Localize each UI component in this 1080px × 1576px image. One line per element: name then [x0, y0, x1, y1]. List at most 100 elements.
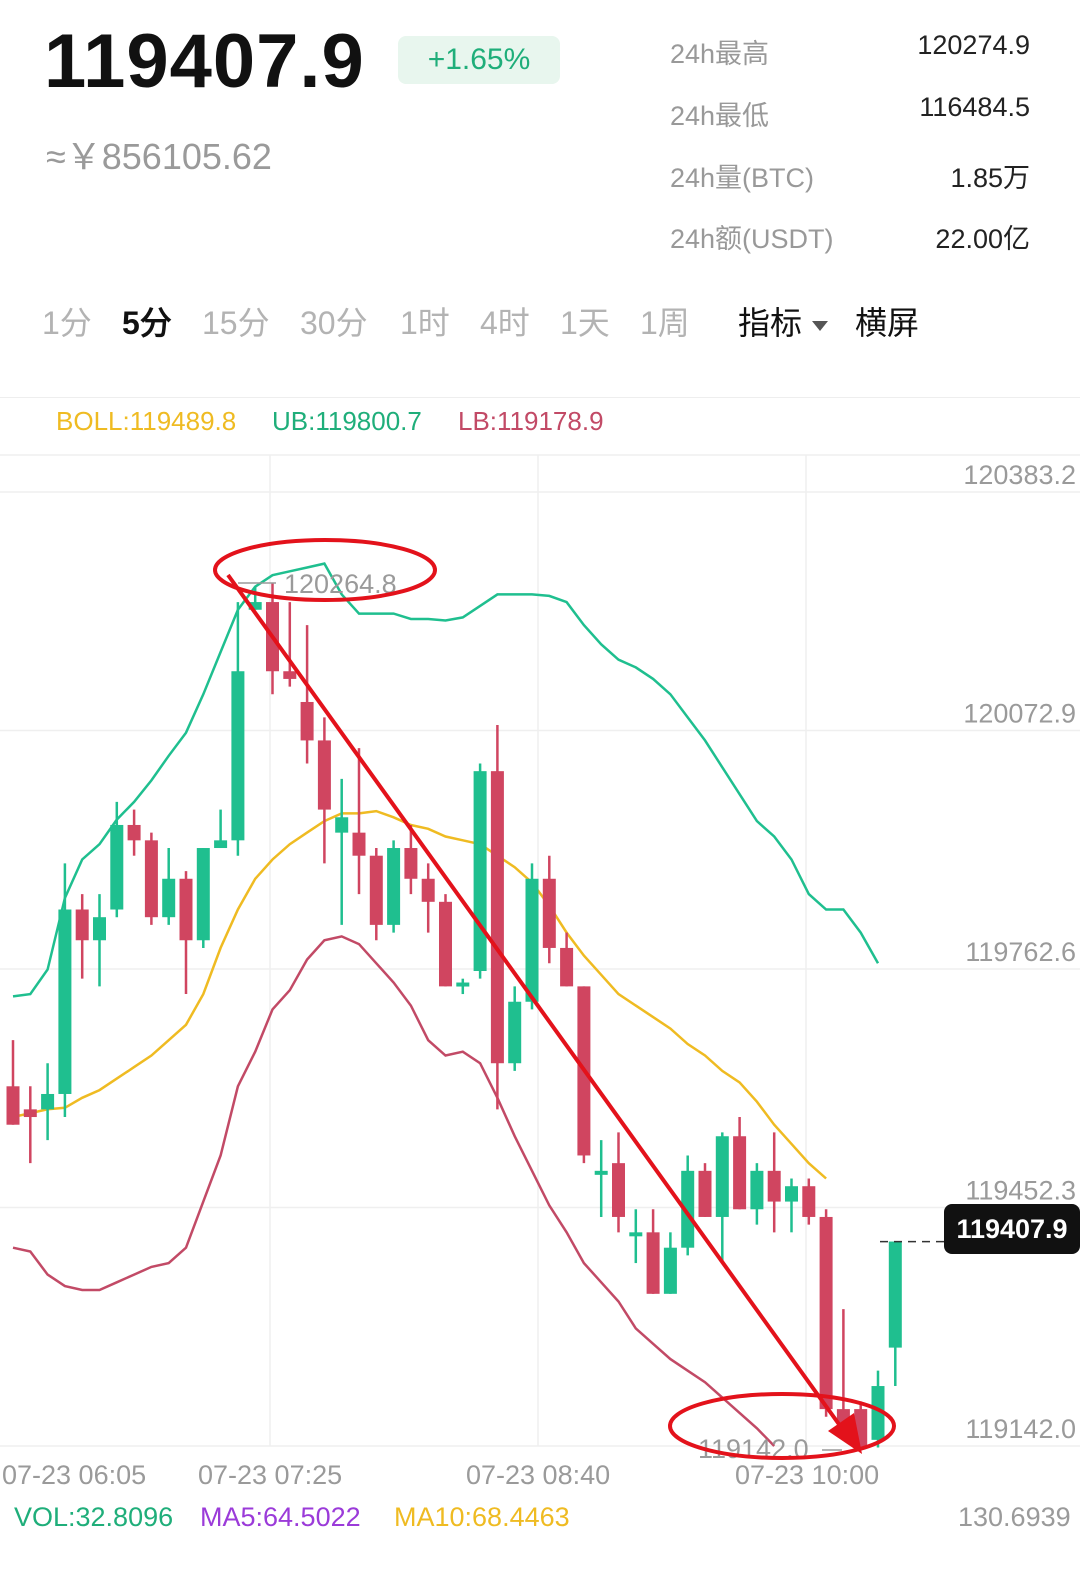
tab-30m[interactable]: 30分: [300, 305, 368, 341]
candle-body: [715, 1136, 729, 1217]
price-axis: 120383.2 120072.9 119762.6 119452.3 119142.0: [963, 460, 1076, 1444]
stat-label-24h-low: 24h最低: [670, 101, 770, 131]
candles: [6, 582, 902, 1448]
candle-body: [369, 855, 383, 925]
tab-5m[interactable]: 5分: [122, 305, 172, 341]
stat-label-24h-high: 24h最高: [670, 39, 770, 69]
candle: [93, 894, 106, 987]
candle-body: [58, 909, 72, 1094]
volume-ma10: MA10:68.4463: [394, 1502, 570, 1532]
indicator-label: 指标: [738, 305, 803, 341]
candle-body: [387, 848, 401, 925]
candle-body: [490, 771, 504, 1064]
chart-grid: [0, 454, 1080, 1447]
time-axis-label: 07-23 07:25: [198, 1460, 342, 1490]
candle: [715, 1132, 729, 1264]
middle-band-line: [12, 809, 827, 1180]
candle-body: [162, 878, 176, 918]
high-marker-label: 120264.8: [284, 569, 397, 599]
candle-body: [750, 1170, 764, 1210]
candle: [888, 1241, 902, 1387]
candle-body: [439, 901, 452, 987]
landscape-button[interactable]: 横屏: [855, 305, 920, 341]
volume-axis-value: 130.6939: [958, 1502, 1071, 1532]
tab-15m[interactable]: 15分: [202, 305, 270, 341]
candle: [127, 809, 141, 856]
candle-body: [110, 824, 124, 910]
candle: [387, 840, 401, 933]
candle: [456, 978, 470, 995]
candle-body: [214, 840, 228, 849]
stat-label-24h-volume: 24h量(BTC): [670, 163, 815, 193]
candle-body: [681, 1170, 695, 1248]
time-axis: 07-23 06:05 07-23 07:25 07-23 08:40 07-23 1…: [2, 1460, 879, 1490]
candle: [162, 848, 176, 925]
candle-body: [612, 1163, 625, 1217]
candle-body: [802, 1186, 816, 1217]
tab-1d[interactable]: 1天: [560, 305, 610, 341]
tab-1h[interactable]: 1时: [400, 305, 450, 341]
candle-body: [421, 878, 435, 902]
candle: [750, 1163, 764, 1225]
candle: [612, 1132, 625, 1233]
bollinger-bands: [12, 562, 880, 1447]
stat-value-24h-high: 120274.9: [917, 30, 1030, 60]
candle-body: [663, 1247, 677, 1294]
volume-ma5: MA5:64.5022: [200, 1502, 361, 1532]
high-circle-annotation: [213, 538, 437, 602]
last-price-tag: 119407.9: [944, 1204, 1080, 1254]
candle: [629, 1209, 643, 1264]
interval-tabs: 1分 5分 15分 30分 1时 4时 1天 1周 指标 横屏: [0, 298, 1080, 346]
tab-1w[interactable]: 1周: [640, 305, 690, 341]
change-percent-badge: +1.65%: [398, 36, 560, 84]
candle-body: [23, 1109, 37, 1118]
stat-label-24h-turnover: 24h额(USDT): [670, 224, 834, 254]
tab-1m[interactable]: 1分: [42, 305, 92, 341]
candle: [733, 1117, 747, 1210]
candle-body: [6, 1086, 20, 1125]
candle-body: [560, 947, 574, 987]
candle: [41, 1063, 55, 1141]
indicator-dropdown[interactable]: 指标: [738, 298, 829, 344]
candle-body: [283, 671, 297, 679]
stat-value-24h-volume: 1.85万: [950, 163, 1030, 193]
low-circle-annotation: [668, 1392, 896, 1460]
candle-body: [819, 1216, 833, 1410]
candle-body: [144, 840, 158, 918]
candle: [525, 863, 539, 1010]
candle: [352, 748, 366, 895]
candle-body: [335, 817, 349, 833]
candle: [404, 824, 418, 895]
candle-body: [888, 1241, 902, 1348]
candle-body: [179, 878, 193, 941]
candle-body: [300, 701, 314, 741]
candle: [6, 1040, 20, 1125]
boll-ub-value: UB:119800.7: [272, 406, 422, 436]
cny-price: ≈￥856105.62: [46, 136, 272, 177]
candle: [767, 1132, 781, 1233]
candle: [681, 1155, 695, 1256]
candle-body: [733, 1136, 747, 1210]
candle: [110, 801, 124, 918]
candle: [75, 894, 89, 979]
time-axis-label: 07-23 06:05: [2, 1460, 146, 1490]
stat-value-24h-low: 116484.5: [919, 92, 1030, 122]
candle-body: [231, 671, 245, 841]
candle: [473, 763, 487, 979]
candle: [335, 778, 349, 925]
candle: [144, 832, 158, 925]
tab-4h[interactable]: 4时: [480, 305, 530, 341]
candle: [369, 848, 383, 941]
candle: [490, 725, 504, 1110]
last-price: 119407.9: [44, 19, 365, 104]
candle-body: [473, 771, 487, 971]
candle-body: [75, 909, 89, 941]
candle-body: [317, 740, 331, 810]
candlestick-chart[interactable]: 120383.2 120072.9 119762.6 119452.3 119142.0…: [0, 440, 1080, 1500]
candle-body: [525, 878, 539, 1002]
time-axis-label: 07-23 10:00: [735, 1460, 879, 1490]
candle-body: [767, 1170, 781, 1202]
price-axis-label: 120383.2: [963, 460, 1076, 490]
candle-body: [196, 848, 210, 941]
